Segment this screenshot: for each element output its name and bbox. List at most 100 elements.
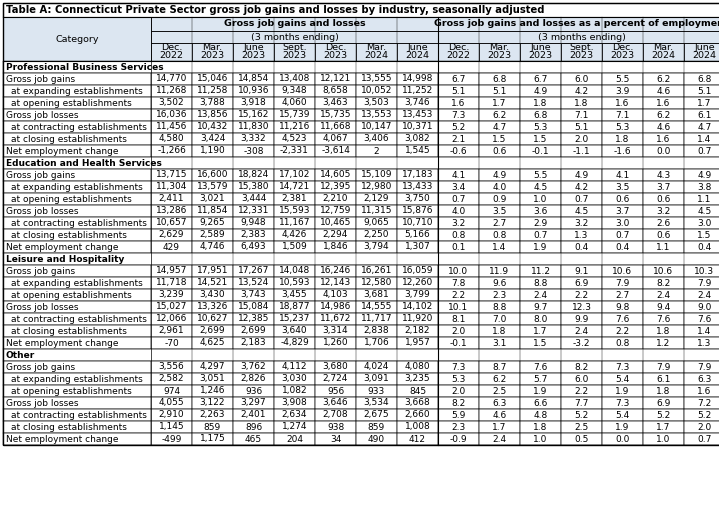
- Bar: [397, 169, 438, 181]
- Bar: [684, 433, 719, 445]
- Bar: [602, 217, 643, 229]
- Text: 7.6: 7.6: [533, 363, 548, 371]
- Bar: [520, 133, 561, 145]
- Text: 2,401: 2,401: [241, 410, 266, 420]
- Bar: [151, 181, 192, 193]
- Text: 2,589: 2,589: [200, 231, 225, 239]
- Text: 1,175: 1,175: [200, 435, 225, 443]
- Bar: [192, 325, 233, 337]
- Bar: [3, 193, 151, 205]
- Bar: [356, 337, 397, 349]
- Text: 1.8: 1.8: [533, 423, 548, 431]
- Text: 1.6: 1.6: [697, 386, 712, 396]
- Bar: [151, 421, 192, 433]
- Text: 1,008: 1,008: [405, 423, 431, 431]
- Text: 465: 465: [245, 435, 262, 443]
- Bar: [397, 193, 438, 205]
- Text: 1.6: 1.6: [656, 135, 671, 143]
- Bar: [274, 325, 315, 337]
- Text: 2,383: 2,383: [241, 231, 266, 239]
- Text: 2.7: 2.7: [615, 291, 630, 299]
- Bar: [233, 385, 274, 397]
- Text: 1.7: 1.7: [656, 423, 671, 431]
- Text: at opening establishments: at opening establishments: [11, 386, 132, 396]
- Bar: [684, 169, 719, 181]
- Bar: [315, 241, 356, 253]
- Bar: [684, 133, 719, 145]
- Bar: [315, 181, 356, 193]
- Bar: [315, 277, 356, 289]
- Text: 1.0: 1.0: [656, 435, 671, 443]
- Bar: [315, 43, 356, 61]
- Bar: [479, 433, 520, 445]
- Bar: [602, 265, 643, 277]
- Text: 7.6: 7.6: [656, 314, 671, 324]
- Text: 2.4: 2.4: [493, 435, 507, 443]
- Text: 13,856: 13,856: [197, 110, 228, 120]
- Bar: [397, 109, 438, 121]
- Bar: [192, 337, 233, 349]
- Text: 13,555: 13,555: [361, 75, 393, 83]
- Text: 0.8: 0.8: [493, 231, 507, 239]
- Text: 1.5: 1.5: [493, 135, 507, 143]
- Bar: [192, 205, 233, 217]
- Bar: [274, 109, 315, 121]
- Text: 16,261: 16,261: [361, 266, 392, 276]
- Text: 204: 204: [286, 435, 303, 443]
- Bar: [602, 337, 643, 349]
- Text: at closing establishments: at closing establishments: [11, 326, 127, 336]
- Text: 3.6: 3.6: [533, 207, 548, 215]
- Text: 6.1: 6.1: [697, 110, 712, 120]
- Bar: [643, 205, 684, 217]
- Bar: [356, 73, 397, 85]
- Bar: [397, 361, 438, 373]
- Bar: [192, 409, 233, 421]
- Text: 1,307: 1,307: [405, 242, 431, 252]
- Bar: [151, 217, 192, 229]
- Bar: [3, 337, 151, 349]
- Bar: [602, 433, 643, 445]
- Text: 3,444: 3,444: [241, 194, 266, 204]
- Text: Education and Health Services: Education and Health Services: [6, 159, 162, 167]
- Text: 4.6: 4.6: [656, 122, 671, 132]
- Bar: [561, 277, 602, 289]
- Bar: [274, 265, 315, 277]
- Bar: [438, 31, 719, 43]
- Text: at closing establishments: at closing establishments: [11, 231, 127, 239]
- Text: 13,326: 13,326: [197, 303, 228, 311]
- Text: 12,331: 12,331: [238, 207, 269, 215]
- Bar: [397, 289, 438, 301]
- Bar: [561, 109, 602, 121]
- Bar: [356, 43, 397, 61]
- Text: 10,936: 10,936: [238, 87, 269, 95]
- Text: 9.7: 9.7: [533, 303, 548, 311]
- Text: 11,216: 11,216: [279, 122, 310, 132]
- Bar: [520, 109, 561, 121]
- Text: 1.9: 1.9: [615, 423, 630, 431]
- Text: 7.7: 7.7: [574, 398, 589, 408]
- Bar: [438, 17, 719, 31]
- Bar: [192, 193, 233, 205]
- Text: 15,046: 15,046: [197, 75, 228, 83]
- Bar: [151, 17, 438, 31]
- Text: 6.0: 6.0: [574, 375, 589, 383]
- Text: 6.8: 6.8: [533, 110, 548, 120]
- Bar: [643, 325, 684, 337]
- Text: 15,237: 15,237: [279, 314, 310, 324]
- Bar: [192, 433, 233, 445]
- Text: 18,824: 18,824: [238, 170, 269, 180]
- Bar: [602, 121, 643, 133]
- Text: -3.2: -3.2: [573, 338, 590, 348]
- Text: 1.4: 1.4: [493, 242, 507, 252]
- Text: 4,055: 4,055: [159, 398, 184, 408]
- Bar: [233, 433, 274, 445]
- Text: 1.8: 1.8: [493, 326, 507, 336]
- Text: 3.9: 3.9: [615, 87, 630, 95]
- Text: 7.9: 7.9: [697, 363, 712, 371]
- Text: 2,294: 2,294: [323, 231, 348, 239]
- Bar: [520, 73, 561, 85]
- Bar: [643, 277, 684, 289]
- Bar: [274, 181, 315, 193]
- Text: 0.8: 0.8: [452, 231, 466, 239]
- Text: 16,600: 16,600: [197, 170, 228, 180]
